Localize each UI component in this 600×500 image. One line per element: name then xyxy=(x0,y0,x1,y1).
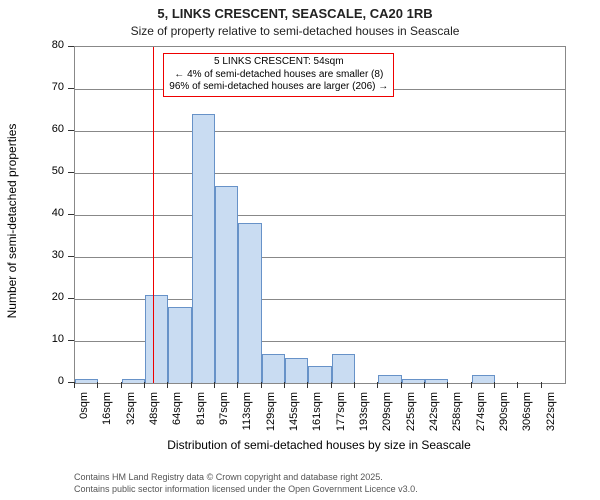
y-tick-label: 80 xyxy=(34,39,64,51)
x-tick-label: 177sqm xyxy=(335,392,347,440)
x-tick-mark xyxy=(144,382,145,388)
x-tick-label: 193sqm xyxy=(358,392,370,440)
y-axis-label: Number of semi-detached properties xyxy=(5,53,19,389)
x-tick-mark xyxy=(237,382,238,388)
x-tick-mark xyxy=(261,382,262,388)
x-tick-mark xyxy=(97,382,98,388)
annotation-box: 5 LINKS CRESCENT: 54sqm← 4% of semi-deta… xyxy=(163,53,394,97)
x-tick-label: 48sqm xyxy=(148,392,160,440)
grid-line xyxy=(75,173,565,174)
x-tick-mark xyxy=(307,382,308,388)
x-tick-mark xyxy=(214,382,215,388)
x-tick-mark xyxy=(517,382,518,388)
histogram-bar xyxy=(308,366,331,383)
histogram-bar xyxy=(378,375,401,383)
x-tick-label: 145sqm xyxy=(288,392,300,440)
x-tick-label: 258sqm xyxy=(451,392,463,440)
x-tick-mark xyxy=(401,382,402,388)
x-tick-label: 322sqm xyxy=(545,392,557,440)
x-tick-mark xyxy=(354,382,355,388)
histogram-bar xyxy=(145,295,168,383)
x-tick-mark xyxy=(121,382,122,388)
x-tick-mark xyxy=(424,382,425,388)
x-axis-label: Distribution of semi-detached houses by … xyxy=(74,438,564,452)
reference-line xyxy=(153,47,154,383)
annotation-line3: 96% of semi-detached houses are larger (… xyxy=(169,81,388,94)
x-tick-label: 290sqm xyxy=(498,392,510,440)
grid-line xyxy=(75,131,565,132)
footer-line1: Contains HM Land Registry data © Crown c… xyxy=(74,472,383,482)
histogram-bar xyxy=(262,354,285,383)
y-tick-label: 60 xyxy=(34,123,64,135)
grid-line xyxy=(75,215,565,216)
x-tick-mark xyxy=(191,382,192,388)
x-tick-label: 113sqm xyxy=(241,392,253,440)
x-tick-mark xyxy=(377,382,378,388)
x-tick-label: 32sqm xyxy=(125,392,137,440)
x-tick-label: 81sqm xyxy=(195,392,207,440)
histogram-bar xyxy=(332,354,355,383)
y-tick-label: 70 xyxy=(34,81,64,93)
annotation-line2: ← 4% of semi-detached houses are smaller… xyxy=(169,69,388,82)
histogram-bar xyxy=(215,186,238,383)
x-tick-label: 161sqm xyxy=(311,392,323,440)
y-tick-label: 20 xyxy=(34,291,64,303)
x-tick-mark xyxy=(331,382,332,388)
x-tick-label: 129sqm xyxy=(265,392,277,440)
plot-area: 5 LINKS CRESCENT: 54sqm← 4% of semi-deta… xyxy=(74,46,566,384)
x-tick-label: 306sqm xyxy=(521,392,533,440)
x-tick-mark xyxy=(471,382,472,388)
y-tick-mark xyxy=(68,214,74,215)
histogram-bar xyxy=(285,358,308,383)
x-tick-mark xyxy=(541,382,542,388)
y-tick-label: 40 xyxy=(34,207,64,219)
histogram-bar xyxy=(122,379,145,383)
y-tick-mark xyxy=(68,340,74,341)
x-tick-label: 0sqm xyxy=(78,392,90,440)
x-tick-mark xyxy=(284,382,285,388)
x-tick-mark xyxy=(74,382,75,388)
x-tick-label: 242sqm xyxy=(428,392,440,440)
chart-title-line2: Size of property relative to semi-detach… xyxy=(0,24,590,38)
y-tick-mark xyxy=(68,130,74,131)
histogram-bar xyxy=(238,223,261,383)
x-tick-label: 225sqm xyxy=(405,392,417,440)
footer-line2: Contains public sector information licen… xyxy=(74,484,418,494)
y-tick-mark xyxy=(68,298,74,299)
histogram-bar xyxy=(402,379,425,383)
y-tick-mark xyxy=(68,172,74,173)
y-tick-mark xyxy=(68,256,74,257)
x-tick-label: 16sqm xyxy=(101,392,113,440)
x-tick-label: 274sqm xyxy=(475,392,487,440)
y-tick-mark xyxy=(68,88,74,89)
y-tick-mark xyxy=(68,46,74,47)
y-tick-label: 0 xyxy=(34,375,64,387)
x-tick-label: 97sqm xyxy=(218,392,230,440)
x-tick-label: 209sqm xyxy=(381,392,393,440)
x-tick-mark xyxy=(494,382,495,388)
histogram-bar xyxy=(192,114,215,383)
chart-title-line1: 5, LINKS CRESCENT, SEASCALE, CA20 1RB xyxy=(0,6,590,21)
annotation-line1: 5 LINKS CRESCENT: 54sqm xyxy=(169,56,388,69)
y-tick-label: 10 xyxy=(34,333,64,345)
x-tick-mark xyxy=(447,382,448,388)
x-tick-mark xyxy=(167,382,168,388)
y-tick-label: 30 xyxy=(34,249,64,261)
y-tick-label: 50 xyxy=(34,165,64,177)
histogram-bar xyxy=(75,379,98,383)
histogram-bar xyxy=(168,307,191,383)
histogram-bar xyxy=(472,375,495,383)
grid-line xyxy=(75,257,565,258)
histogram-bar xyxy=(425,379,448,383)
x-tick-label: 64sqm xyxy=(171,392,183,440)
